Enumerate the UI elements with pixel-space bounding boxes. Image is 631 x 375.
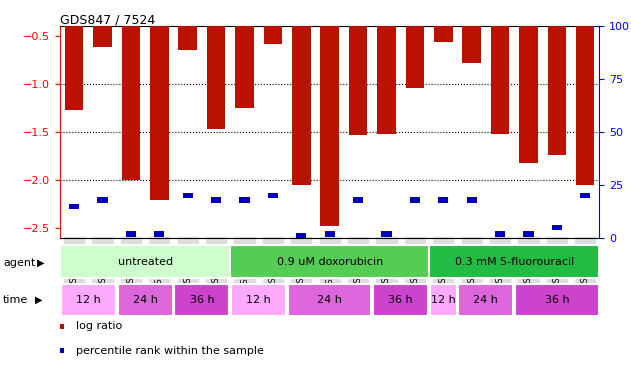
Bar xyxy=(373,285,428,315)
Bar xyxy=(434,0,452,42)
Text: 0.3 mM 5-fluorouracil: 0.3 mM 5-fluorouracil xyxy=(455,256,574,267)
Text: ▶: ▶ xyxy=(35,295,42,305)
Bar xyxy=(65,0,83,110)
Bar xyxy=(406,0,424,88)
Text: ▶: ▶ xyxy=(37,258,44,267)
Bar xyxy=(429,245,599,278)
Text: agent: agent xyxy=(3,258,35,267)
Bar xyxy=(61,285,116,315)
Bar xyxy=(154,231,165,237)
Text: 12 h: 12 h xyxy=(246,295,271,305)
Bar xyxy=(491,0,509,134)
Bar xyxy=(122,0,140,180)
Text: 12 h: 12 h xyxy=(76,295,101,305)
Bar xyxy=(349,0,367,135)
Bar xyxy=(207,0,225,129)
Text: 12 h: 12 h xyxy=(431,295,456,305)
Text: 24 h: 24 h xyxy=(317,295,342,305)
Bar xyxy=(126,231,136,237)
Bar xyxy=(60,245,230,278)
Bar xyxy=(239,197,250,202)
Bar xyxy=(458,285,514,315)
Text: log ratio: log ratio xyxy=(76,321,122,331)
Text: untreated: untreated xyxy=(117,256,173,267)
Text: GDS847 / 7524: GDS847 / 7524 xyxy=(60,13,155,26)
Bar xyxy=(288,285,372,315)
Bar xyxy=(576,0,594,185)
Bar xyxy=(463,0,481,63)
Bar xyxy=(321,0,339,226)
Bar xyxy=(438,197,449,202)
Bar xyxy=(548,0,566,155)
Bar xyxy=(466,197,477,202)
Bar xyxy=(231,285,286,315)
Bar xyxy=(268,193,278,198)
Bar xyxy=(410,197,420,202)
Bar xyxy=(150,0,168,200)
Bar xyxy=(353,197,363,202)
Text: time: time xyxy=(3,295,28,305)
Text: percentile rank within the sample: percentile rank within the sample xyxy=(76,346,264,355)
Bar xyxy=(174,285,230,315)
Bar xyxy=(551,225,562,230)
Bar xyxy=(430,285,457,315)
Bar xyxy=(519,0,538,163)
Bar xyxy=(292,0,310,185)
Bar xyxy=(230,245,429,278)
Text: 24 h: 24 h xyxy=(473,295,498,305)
Bar xyxy=(495,231,505,237)
Bar xyxy=(264,0,282,44)
Bar xyxy=(377,0,396,134)
Text: 36 h: 36 h xyxy=(189,295,215,305)
Text: 24 h: 24 h xyxy=(133,295,158,305)
Bar xyxy=(93,0,112,48)
Text: 36 h: 36 h xyxy=(545,295,569,305)
Bar xyxy=(235,0,254,108)
Bar xyxy=(523,231,534,237)
Bar xyxy=(324,231,335,237)
Bar xyxy=(97,197,108,202)
Bar xyxy=(69,204,80,209)
Bar xyxy=(117,285,173,315)
Bar xyxy=(515,285,599,315)
Bar xyxy=(179,0,197,50)
Bar xyxy=(211,197,221,202)
Text: 36 h: 36 h xyxy=(388,295,413,305)
Bar xyxy=(381,231,392,237)
Bar xyxy=(182,193,193,198)
Text: 0.9 uM doxorubicin: 0.9 uM doxorubicin xyxy=(276,256,383,267)
Bar xyxy=(580,193,591,198)
Bar xyxy=(296,233,307,238)
